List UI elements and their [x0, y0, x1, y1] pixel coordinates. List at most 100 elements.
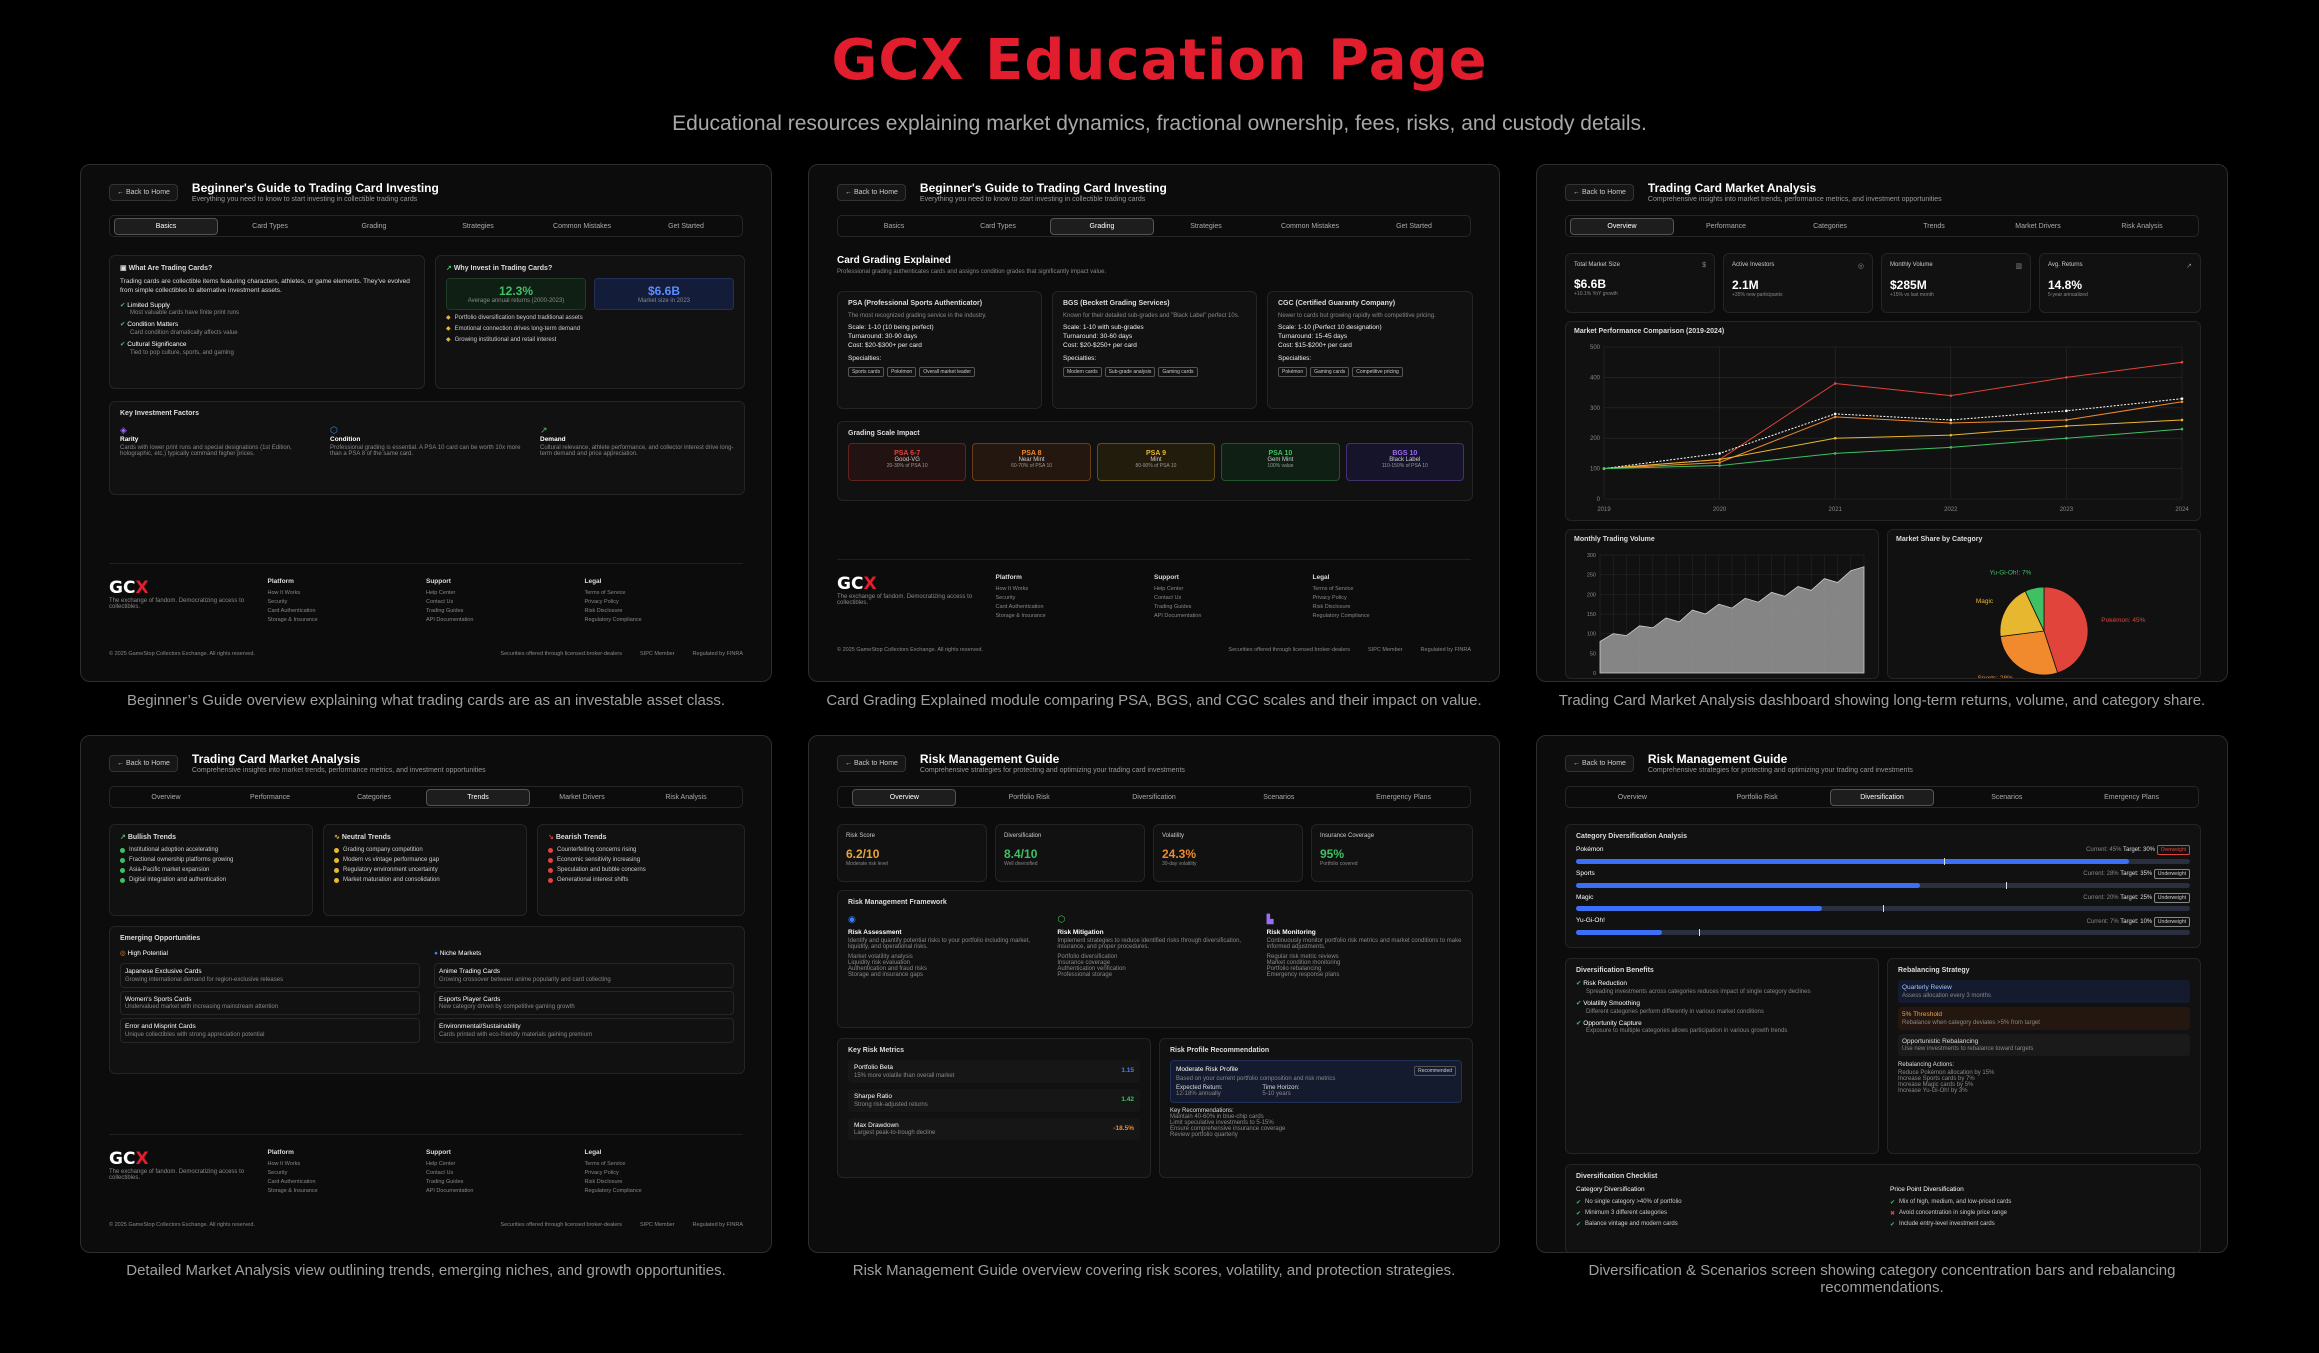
y-tick-label: 400: [1590, 375, 1601, 381]
series-line: [1603, 428, 2183, 470]
back-to-home-button[interactable]: ← Back to Home: [1565, 754, 1634, 772]
series-line: [1603, 401, 2183, 470]
grade-scale-item: PSA 10 Gem Mint 100% value: [1221, 443, 1340, 481]
tab-market-drivers[interactable]: Market Drivers: [559, 793, 605, 801]
caption: Diversification & Scenarios screen showi…: [1588, 1262, 2176, 1296]
bearish-trends-card: ↘ Bearish Trends Counterfeiting concerns…: [537, 824, 745, 916]
tab-emergency-plans[interactable]: Emergency Plans: [1376, 793, 1431, 801]
tab-categories[interactable]: Categories: [1813, 222, 1847, 230]
guide-title: Risk Management Guide: [1647, 752, 1788, 766]
y-tick-label: 50: [1590, 651, 1596, 657]
allocation-fill: [1576, 882, 1920, 888]
tab-market-drivers[interactable]: Market Drivers: [2015, 222, 2061, 230]
tab-basics[interactable]: Basics: [114, 217, 218, 235]
tab-risk-analysis[interactable]: Risk Analysis: [665, 793, 707, 801]
shield-icon: ⬡: [330, 425, 338, 435]
panel-market-overview: ← Back to Home Trading Card Market Analy…: [1536, 164, 2228, 682]
grade-value: 60-70% of PSA 10: [1011, 463, 1053, 469]
risk-stat-card: Risk Score 6.2/10 Moderate risk level: [837, 824, 987, 882]
gcx-logo[interactable]: GCX: [837, 574, 877, 594]
x-tick-label: 2022: [1944, 507, 1958, 513]
back-to-home-button[interactable]: ← Back to Home: [109, 754, 178, 772]
tab-overview[interactable]: Overview: [151, 793, 181, 801]
tab-scenarios[interactable]: Scenarios: [1991, 793, 2023, 801]
back-to-home-button[interactable]: ← Back to Home: [109, 183, 178, 201]
weight-badge: Overweight: [2156, 845, 2190, 856]
data-point: [2065, 436, 2068, 440]
tab-common-mistakes[interactable]: Common Mistakes: [553, 222, 611, 230]
tab-overview[interactable]: Overview: [1570, 217, 1674, 235]
gcx-logo[interactable]: GCX: [109, 578, 149, 598]
guide-title: Trading Card Market Analysis: [191, 752, 361, 766]
caption: Risk Management Guide overview covering …: [852, 1262, 1456, 1279]
tab-get-started[interactable]: Get Started: [1396, 222, 1432, 230]
y-tick-label: 300: [1590, 406, 1601, 412]
y-tick-label: 250: [1587, 573, 1596, 579]
gcx-logo[interactable]: GCX: [109, 1149, 149, 1169]
tab-portfolio-risk[interactable]: Portfolio Risk: [1008, 793, 1050, 801]
back-to-home-button[interactable]: ← Back to Home: [837, 754, 906, 772]
arrow-left-icon: ←: [845, 759, 854, 767]
caption: Detailed Market Analysis view outlining …: [126, 1262, 726, 1279]
target-pct: Target: 35%: [2120, 871, 2153, 878]
tab-grading[interactable]: Grading: [361, 222, 387, 230]
grade-value: 110-150% of PSA 10: [1381, 463, 1428, 469]
tab-card-types[interactable]: Card Types: [252, 222, 288, 230]
tab-performance[interactable]: Performance: [249, 793, 291, 801]
tab-portfolio-risk[interactable]: Portfolio Risk: [1736, 793, 1778, 801]
allocation-fill: [1576, 858, 2129, 864]
key-factors-card: Key Investment Factors ◈ Rarity Cards with…: [109, 401, 745, 495]
data-point: [1949, 394, 1953, 397]
y-tick-label: 500: [1590, 345, 1601, 351]
tab-trends[interactable]: Trends: [426, 788, 530, 806]
site-footer: GCX The exchange of fandom. Democratizing…: [837, 559, 1471, 659]
series-line: [1603, 398, 2183, 470]
tab-scenarios[interactable]: Scenarios: [1263, 793, 1295, 801]
pie-label: Yu-Gi-Oh!: 7%: [1989, 569, 2031, 576]
book-icon: ▣: [120, 265, 129, 272]
tab-basics[interactable]: Basics: [883, 222, 905, 230]
y-tick-label: 100: [1587, 632, 1596, 638]
why-invest-card: ↗ Why Invest in Trading Cards? 12.3% Aver…: [435, 255, 745, 389]
grade-value: 80-90% of PSA 10: [1135, 463, 1177, 469]
tab-diversification[interactable]: Diversification: [1132, 793, 1176, 801]
tab-common-mistakes[interactable]: Common Mistakes: [1281, 222, 1339, 230]
performance-line-chart: 0 100 200 300 400 500 2019 2020 2021 2022 2023 2024: [1590, 345, 2189, 513]
site-footer: GCX The exchange of fandom. Democratizing…: [109, 563, 743, 663]
bulb-icon: ◆: [446, 326, 451, 332]
data-point: [1833, 452, 1837, 455]
target-pct: Target: 25%: [2120, 894, 2153, 901]
tab-performance[interactable]: Performance: [1705, 222, 1747, 230]
back-to-home-button[interactable]: ← Back to Home: [837, 183, 906, 201]
tab-card-types[interactable]: Card Types: [980, 222, 1016, 230]
allocation-bar: [1576, 857, 2190, 865]
grading-company-card: PSA (Professional Sports Authenticator) T…: [837, 291, 1042, 409]
tab-diversification[interactable]: Diversification: [1829, 788, 1934, 806]
allocation-fill: [1576, 930, 1662, 936]
tab-strategies[interactable]: Strategies: [1190, 222, 1222, 230]
weight-badge: Underweight: [2153, 916, 2190, 927]
tab-get-started[interactable]: Get Started: [668, 222, 704, 230]
tab-categories[interactable]: Categories: [357, 793, 391, 801]
risk-tabs: Overview Portfolio Risk Diversification …: [837, 786, 1471, 808]
chart-icon: ▙: [1266, 914, 1274, 924]
target-marker: [2005, 881, 2007, 889]
back-to-home-button[interactable]: ← Back to Home: [1565, 183, 1634, 201]
tab-overview[interactable]: Overview: [1617, 793, 1647, 801]
tab-emergency-plans[interactable]: Emergency Plans: [2104, 793, 2159, 801]
check-icon: ✔: [120, 341, 128, 349]
grade-scale-item: PSA 9 Mint 80-90% of PSA 10: [1096, 443, 1216, 481]
tab-trends[interactable]: Trends: [1923, 222, 1945, 230]
tab-risk-analysis[interactable]: Risk Analysis: [2121, 222, 2163, 230]
tab-strategies[interactable]: Strategies: [462, 222, 494, 230]
grade-name: Black Label: [1389, 457, 1421, 463]
data-point: [1833, 412, 1837, 416]
search-icon: ◉: [848, 914, 856, 924]
tab-grading[interactable]: Grading: [1050, 217, 1154, 235]
caption: Trading Card Market Analysis dashboard s…: [1558, 692, 2206, 709]
trend-up-icon: ↗: [2186, 263, 2192, 270]
category-row: Yu-Gi-Oh! Current: 7% Target: 10% Underwe…: [1576, 916, 2190, 937]
rarity-icon: ◈: [120, 425, 127, 435]
data-point: [1949, 421, 1953, 425]
tab-overview[interactable]: Overview: [852, 788, 957, 806]
